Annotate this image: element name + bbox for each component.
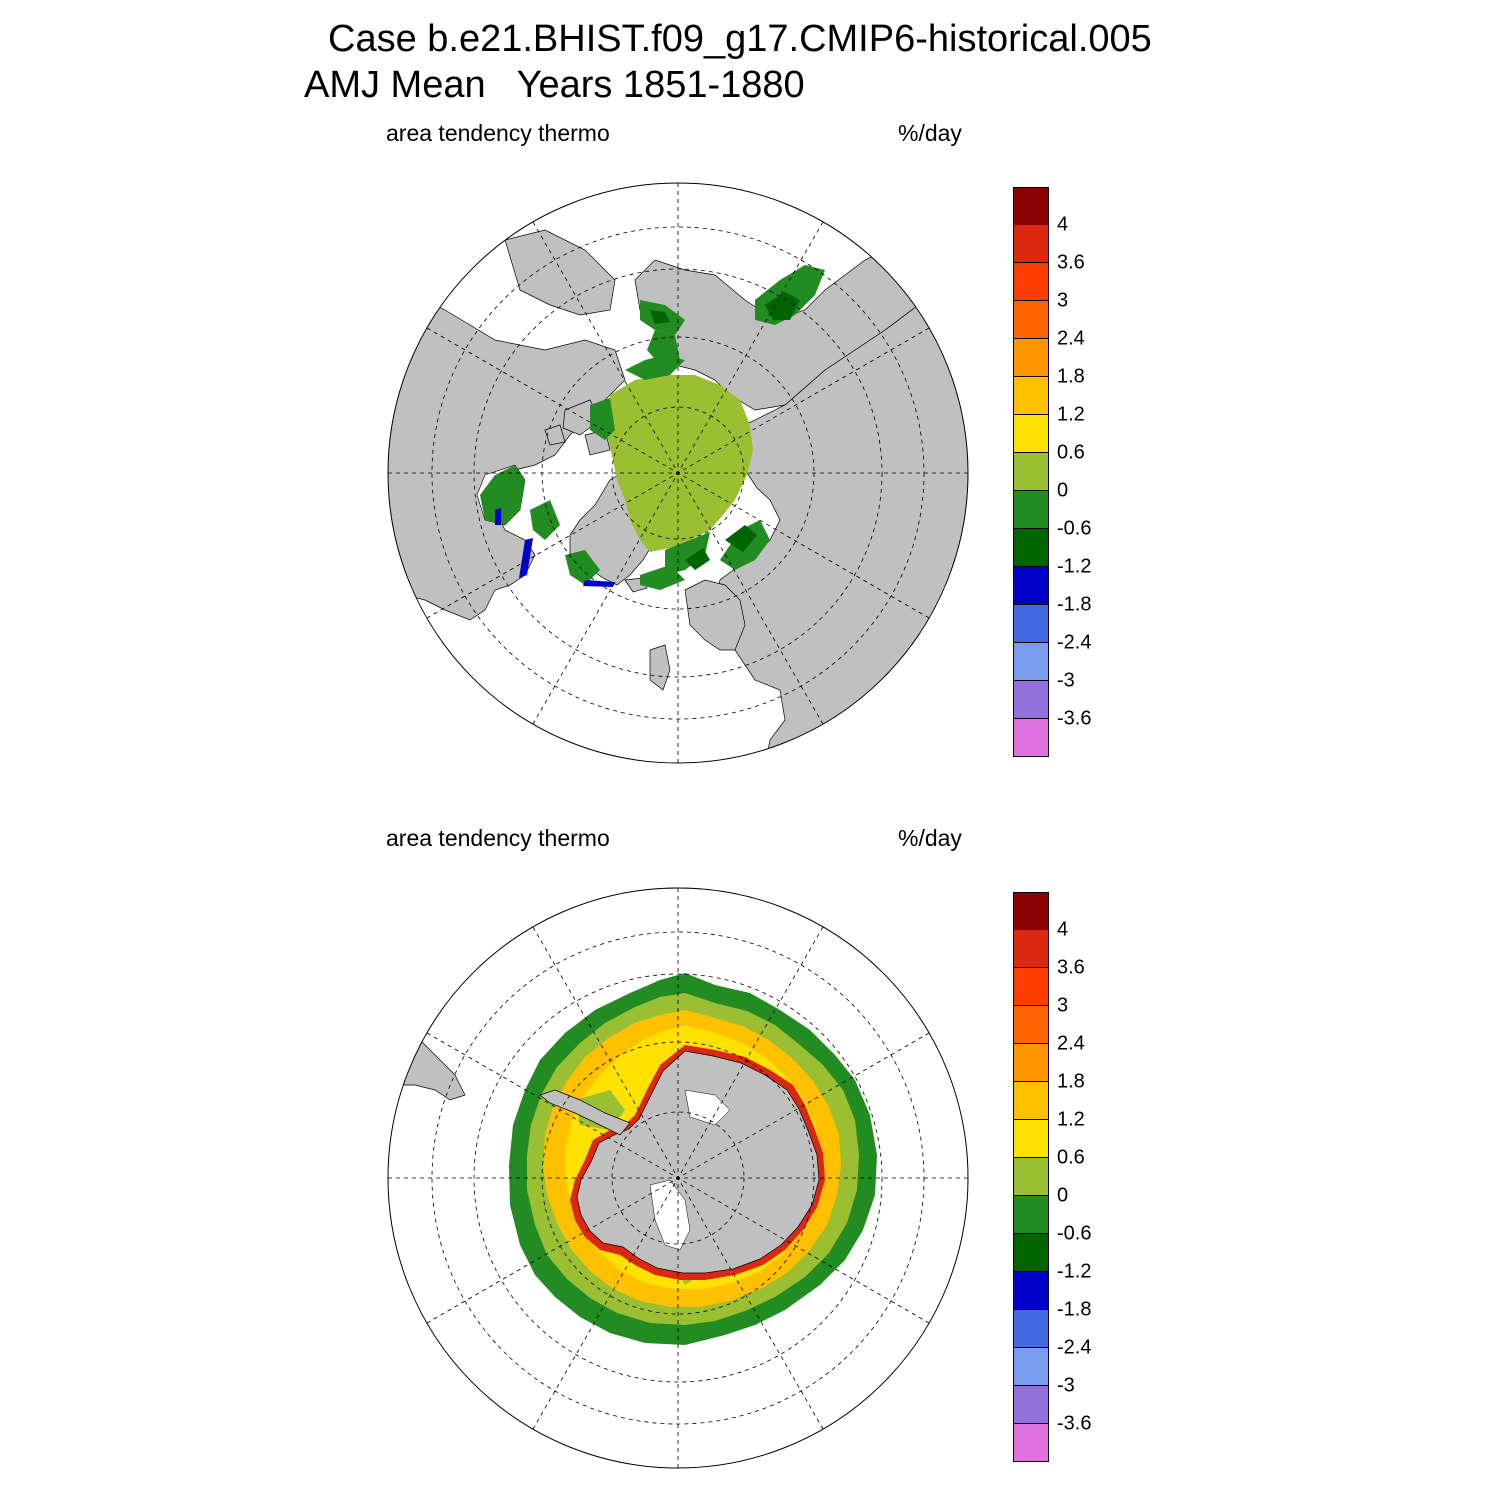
south-colorbar-swatch (1013, 1044, 1049, 1082)
south-colorbar-label: 0 (1057, 1184, 1069, 1207)
north-colorbar-label: 0.6 (1057, 441, 1085, 464)
north-colorbar-label: 3 (1057, 289, 1069, 312)
north-colorbar-label: -0.6 (1057, 517, 1092, 540)
north-colorbar-swatch (1013, 263, 1049, 301)
north-colorbar-label: 1.2 (1057, 403, 1085, 426)
south-colorbar-swatch (1013, 1120, 1049, 1158)
north-colorbar-swatch (1013, 643, 1049, 681)
south-colorbar-label: 0.6 (1057, 1146, 1085, 1169)
north-colorbar-label: -1.8 (1057, 593, 1092, 616)
south-colorbar-label: -1.8 (1057, 1298, 1092, 1321)
antarctica-land (576, 1050, 820, 1274)
north-panel-units-label: %/day (898, 120, 962, 146)
north-colorbar-swatch (1013, 301, 1049, 339)
south-colorbar-label: -3 (1057, 1374, 1075, 1397)
south-colorbar-label: -0.6 (1057, 1222, 1092, 1245)
north-colorbar-swatch (1013, 453, 1049, 491)
north-colorbar-label: 2.4 (1057, 327, 1085, 350)
south-colorbar-swatch (1013, 1006, 1049, 1044)
north-colorbar-swatch (1013, 719, 1049, 757)
south-colorbar-label: -1.2 (1057, 1260, 1092, 1283)
south-colorbar-label: 4 (1057, 918, 1069, 941)
south-colorbar-label: -2.4 (1057, 1336, 1092, 1359)
south-colorbar-swatch (1013, 1310, 1049, 1348)
north-colorbar-label: 3.6 (1057, 251, 1085, 274)
south-colorbar-swatch (1013, 1234, 1049, 1272)
south-colorbar-label: 3.6 (1057, 956, 1085, 979)
north-colorbar-swatch (1013, 681, 1049, 719)
north-ice-field (480, 265, 825, 590)
south-colorbar-swatch (1013, 930, 1049, 968)
south-colorbar-swatch (1013, 1082, 1049, 1120)
south-colorbar-label: 3 (1057, 994, 1069, 1017)
north-colorbar-swatch (1013, 529, 1049, 567)
south-colorbar-label: 1.2 (1057, 1108, 1085, 1131)
south-polar-map (387, 887, 969, 1469)
north-colorbar-swatch (1013, 605, 1049, 643)
south-colorbar-swatch (1013, 1424, 1049, 1462)
south-colorbar-label: 2.4 (1057, 1032, 1085, 1055)
north-colorbar-swatch (1013, 377, 1049, 415)
south-colorbar-label: -3.6 (1057, 1412, 1092, 1435)
north-colorbar-swatch (1013, 415, 1049, 453)
north-colorbar-label: -3.6 (1057, 707, 1092, 730)
south-colorbar-swatch (1013, 968, 1049, 1006)
south-colorbar-swatch (1013, 1158, 1049, 1196)
south-colorbar-swatch (1013, 892, 1049, 931)
north-colorbar-label: -3 (1057, 669, 1075, 692)
south-colorbar-swatch (1013, 1196, 1049, 1234)
south-colorbar-swatch (1013, 1348, 1049, 1386)
south-panel-units-label: %/day (898, 825, 962, 851)
south-colorbar-swatch (1013, 1272, 1049, 1310)
north-colorbar-label: 4 (1057, 213, 1069, 236)
north-colorbar-label: -2.4 (1057, 631, 1092, 654)
south-panel-variable-label: area tendency thermo (386, 825, 610, 851)
figure-title-line2: AMJ Mean Years 1851-1880 (304, 64, 805, 106)
north-colorbar-swatch (1013, 339, 1049, 377)
south-colorbar-label: 1.8 (1057, 1070, 1085, 1093)
figure-title-line1: Case b.e21.BHIST.f09_g17.CMIP6-historica… (328, 18, 1152, 60)
north-colorbar-swatch (1013, 567, 1049, 605)
antarctic-peninsula (539, 1089, 631, 1136)
north-colorbar-label: 0 (1057, 479, 1069, 502)
north-polar-map (387, 182, 969, 764)
north-graticule (388, 183, 968, 763)
north-colorbar-swatch (1013, 225, 1049, 263)
north-colorbar-swatch (1013, 491, 1049, 529)
south-colorbar-swatch (1013, 1386, 1049, 1424)
north-colorbar-label: -1.2 (1057, 555, 1092, 578)
south-graticule (388, 888, 968, 1468)
north-panel-variable-label: area tendency thermo (386, 120, 610, 146)
north-colorbar-swatch (1013, 187, 1049, 226)
north-colorbar-label: 1.8 (1057, 365, 1085, 388)
